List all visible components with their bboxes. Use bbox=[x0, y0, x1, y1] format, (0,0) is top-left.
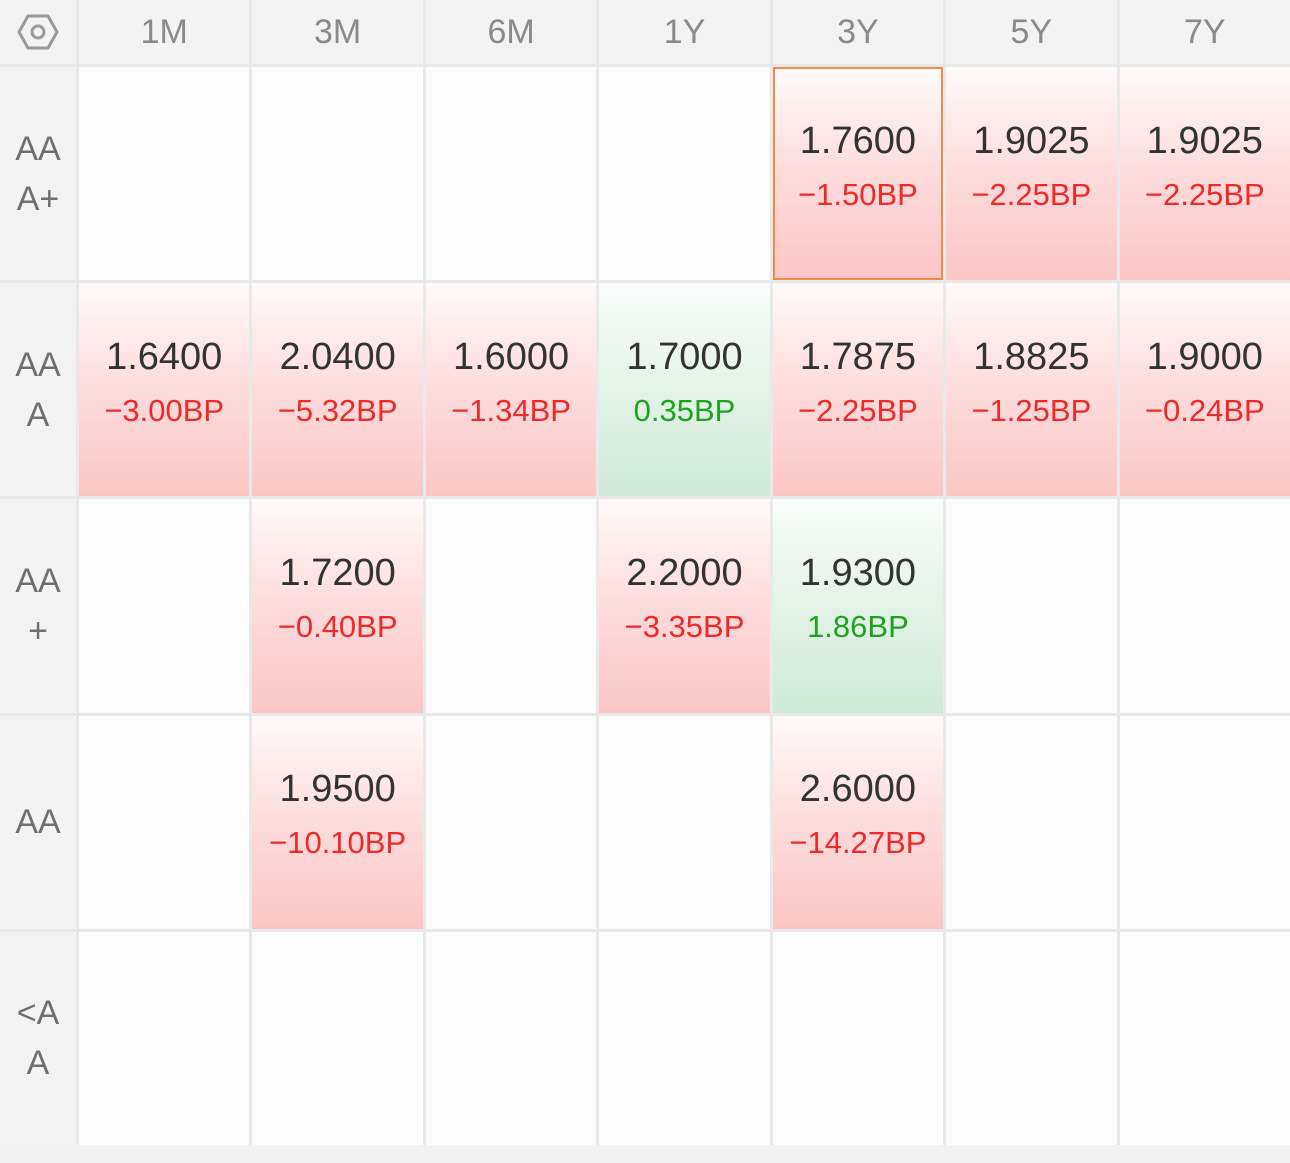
yield-value: 1.9000 bbox=[1146, 335, 1263, 378]
yield-change: −2.25BP bbox=[971, 176, 1092, 212]
yield-change: −0.40BP bbox=[277, 608, 398, 644]
yield-change: −1.25BP bbox=[971, 392, 1092, 428]
empty-cell bbox=[252, 67, 423, 281]
row-header-label: <AA bbox=[16, 994, 60, 1083]
empty-cell bbox=[599, 715, 770, 929]
empty-cell bbox=[1119, 715, 1290, 929]
yield-cell[interactable]: 1.7875 −2.25BP bbox=[772, 283, 944, 497]
yield-value: 1.9500 bbox=[279, 768, 396, 811]
yield-cell[interactable]: 1.9025 −2.25BP bbox=[1119, 67, 1290, 281]
yield-cell[interactable]: 1.8825 −1.25BP bbox=[946, 283, 1117, 497]
yield-cell[interactable]: 1.7200 −0.40BP bbox=[252, 499, 423, 713]
yield-cell[interactable]: 2.6000 −14.27BP bbox=[772, 715, 944, 929]
empty-cell bbox=[425, 931, 597, 1145]
empty-cell bbox=[599, 931, 770, 1145]
yield-value: 1.7875 bbox=[799, 335, 917, 378]
yield-value: 1.9300 bbox=[799, 551, 917, 594]
yield-value: 1.7200 bbox=[279, 551, 396, 594]
yield-value: 2.0400 bbox=[279, 335, 396, 378]
row-header[interactable]: AA+ bbox=[0, 499, 76, 713]
yield-cell[interactable]: 1.7000 0.35BP bbox=[599, 283, 770, 497]
empty-cell bbox=[425, 67, 597, 281]
yield-cell[interactable]: 1.9000 −0.24BP bbox=[1119, 283, 1290, 497]
empty-cell bbox=[79, 499, 250, 713]
settings-button[interactable] bbox=[0, 0, 76, 64]
yield-value: 1.6000 bbox=[452, 335, 570, 378]
yield-value: 1.9025 bbox=[973, 119, 1090, 162]
yield-change: 0.35BP bbox=[633, 392, 736, 428]
yield-value: 1.9025 bbox=[1146, 119, 1263, 162]
row-header[interactable]: AAA+ bbox=[0, 67, 76, 281]
column-header-6m[interactable]: 6M bbox=[425, 0, 597, 64]
settings-hexagon-icon bbox=[17, 14, 59, 50]
yield-change: −2.25BP bbox=[798, 392, 918, 428]
yield-change: −0.24BP bbox=[1144, 392, 1265, 428]
empty-cell bbox=[425, 499, 597, 713]
column-header-5y[interactable]: 5Y bbox=[946, 0, 1117, 64]
yield-change: −3.35BP bbox=[624, 608, 745, 644]
empty-cell bbox=[772, 931, 944, 1145]
yield-change: −5.32BP bbox=[277, 392, 398, 428]
empty-cell bbox=[252, 931, 423, 1145]
empty-cell bbox=[946, 715, 1117, 929]
column-header-1m[interactable]: 1M bbox=[79, 0, 250, 64]
yield-change: −1.34BP bbox=[451, 392, 571, 428]
empty-cell bbox=[79, 931, 250, 1145]
empty-cell bbox=[425, 715, 597, 929]
yield-cell[interactable]: 1.6000 −1.34BP bbox=[425, 283, 597, 497]
yield-value: 1.7000 bbox=[626, 335, 743, 378]
yield-cell[interactable]: 1.7600 −1.50BP bbox=[772, 67, 944, 281]
yield-change: −1.50BP bbox=[798, 176, 918, 212]
row-header-label: AA bbox=[15, 803, 61, 842]
yield-cell[interactable]: 2.0400 −5.32BP bbox=[252, 283, 423, 497]
empty-cell bbox=[1119, 499, 1290, 713]
row-header[interactable]: AAA bbox=[0, 283, 76, 497]
yield-cell[interactable]: 1.6400 −3.00BP bbox=[79, 283, 250, 497]
yield-change: −2.25BP bbox=[1144, 176, 1265, 212]
yield-change: −3.00BP bbox=[104, 392, 225, 428]
yield-value: 1.7600 bbox=[799, 119, 917, 162]
yield-cell[interactable]: 1.9500 −10.10BP bbox=[252, 715, 423, 929]
yield-cell[interactable]: 2.2000 −3.35BP bbox=[599, 499, 770, 713]
yield-value: 2.6000 bbox=[799, 768, 917, 811]
yield-change: −10.10BP bbox=[269, 825, 407, 861]
empty-cell bbox=[1119, 931, 1290, 1145]
empty-cell bbox=[79, 715, 250, 929]
yield-value: 1.6400 bbox=[106, 335, 223, 378]
row-header-label: AAA+ bbox=[15, 129, 61, 218]
empty-cell bbox=[946, 931, 1117, 1145]
column-header-3m[interactable]: 3M bbox=[252, 0, 423, 64]
empty-cell bbox=[599, 67, 770, 281]
column-header-3y[interactable]: 3Y bbox=[772, 0, 944, 64]
yield-value: 1.8825 bbox=[973, 335, 1090, 378]
column-header-1y[interactable]: 1Y bbox=[599, 0, 770, 64]
row-header[interactable]: <AA bbox=[0, 931, 76, 1145]
yield-cell[interactable]: 1.9025 −2.25BP bbox=[946, 67, 1117, 281]
empty-cell bbox=[79, 67, 250, 281]
yield-change: −14.27BP bbox=[789, 825, 927, 861]
yield-value: 2.2000 bbox=[626, 551, 743, 594]
row-header[interactable]: AA bbox=[0, 715, 76, 929]
yield-cell[interactable]: 1.9300 1.86BP bbox=[772, 499, 944, 713]
column-header-7y[interactable]: 7Y bbox=[1119, 0, 1290, 64]
yield-change: 1.86BP bbox=[807, 608, 909, 644]
empty-cell bbox=[946, 499, 1117, 713]
row-header-label: AAA bbox=[15, 345, 61, 434]
row-header-label: AA+ bbox=[15, 561, 61, 650]
